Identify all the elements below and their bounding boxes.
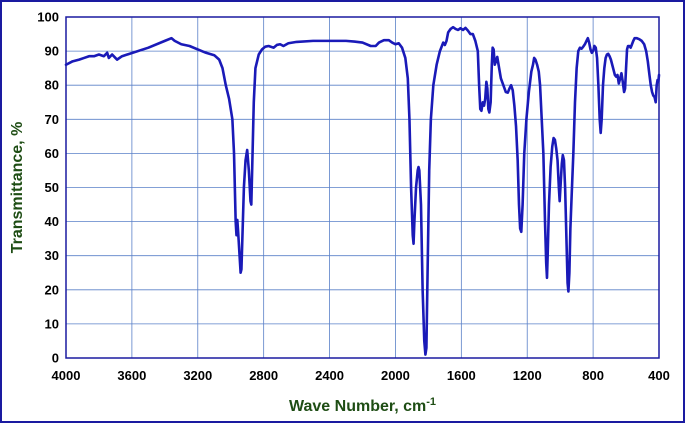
y-tick-label: 80 — [45, 78, 59, 93]
x-tick-label: 2800 — [249, 368, 278, 383]
y-tick-label: 40 — [45, 214, 59, 229]
y-tick-label: 10 — [45, 316, 59, 331]
y-tick-label: 30 — [45, 248, 59, 263]
y-axis-title: Transmittance, % — [9, 122, 26, 254]
x-tick-label: 1200 — [513, 368, 542, 383]
x-tick-label: 2000 — [381, 368, 410, 383]
plot-area-frame — [65, 16, 660, 359]
x-tick-label: 1600 — [447, 368, 476, 383]
y-tick-label: 50 — [45, 180, 59, 195]
x-tick-label: 4000 — [52, 368, 81, 383]
y-tick-label: 20 — [45, 282, 59, 297]
y-tick-label: 0 — [52, 351, 59, 366]
x-axis-title-text: Wave Number, cm — [289, 398, 426, 415]
x-tick-label: 3600 — [117, 368, 146, 383]
x-tick-label: 3200 — [183, 368, 212, 383]
spectrum-line — [64, 25, 661, 356]
y-tick-label: 60 — [45, 146, 59, 161]
y-tick-label: 90 — [45, 44, 59, 59]
y-tick-label: 100 — [37, 10, 59, 25]
x-axis-title: Wave Number, cm-1 — [289, 396, 436, 415]
y-tick-label: 70 — [45, 112, 59, 127]
grid — [65, 16, 660, 359]
x-tick-label: 400 — [648, 368, 670, 383]
x-axis-title-superscript: -1 — [426, 396, 436, 408]
x-tick-label: 800 — [582, 368, 604, 383]
x-tick-label: 2400 — [315, 368, 344, 383]
tick-labels: 0 10 20 30 40 50 60 70 80 90 100 4000 3600 3200 2800 24… — [37, 10, 670, 384]
